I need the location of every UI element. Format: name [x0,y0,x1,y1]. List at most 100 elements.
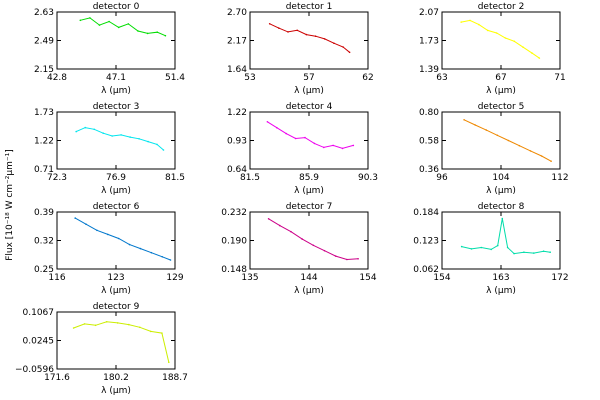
x-tick-label: 53 [244,73,255,83]
data-point [137,30,139,32]
data-point [138,138,140,140]
data-point [127,23,130,25]
data-point [98,24,101,26]
data-point [480,246,483,249]
data-point [342,46,344,48]
data-point [341,147,344,150]
x-axis-label: λ (μm) [294,286,324,296]
y-tick-label: 0.1067 [23,308,55,318]
plot-frame [56,211,176,270]
y-tick-label: 0.148 [221,265,247,275]
data-point [267,218,270,220]
x-tick-label: 135 [241,273,258,283]
data-point [290,230,292,233]
data-point [139,326,141,329]
y-tick-label: 0.39 [34,208,54,218]
detector-panel: detector 3 72.3 76.9 81.5 0.71 1.22 1.73 λ (μm) [34,102,185,196]
x-axis-label: λ (μm) [486,286,516,296]
x-tick-label: 81.5 [240,173,260,183]
y-tick-label: 0.32 [34,237,54,247]
x-tick-label: 112 [551,173,568,183]
x-tick-label: 171.6 [44,373,70,383]
plot-frame [56,311,176,370]
data-point [490,248,493,251]
data-point [129,136,131,138]
y-tick-label: 0.184 [413,208,439,218]
plot-frame [441,211,561,270]
data-point [504,37,507,39]
data-point [478,23,480,26]
data-point [507,139,510,142]
data-point [522,46,524,48]
x-tick-label: 123 [107,273,124,283]
data-point [513,40,516,43]
data-point [287,31,289,33]
data-point [323,38,326,40]
data-point [533,252,535,254]
y-tick-label: 2.15 [34,65,54,75]
x-axis-label: λ (μm) [101,186,131,196]
data-point [549,251,551,253]
data-point [79,19,82,22]
data-point [164,34,167,37]
series-line [268,218,359,261]
panel-title: detector 2 [478,2,525,12]
x-tick-label: 116 [48,273,65,283]
panel-title: detector 7 [286,202,333,212]
data-point [75,130,77,133]
data-point [150,330,152,333]
y-tick-label: 1.64 [227,65,247,75]
data-point [285,132,288,135]
plot-frame [441,111,561,170]
data-point [460,21,463,23]
x-tick-label: 188.7 [162,373,188,383]
data-point [83,323,86,325]
plot-frame [56,111,176,170]
y-tick-label: 1.39 [419,65,439,75]
y-tick-label: 0.062 [413,265,439,275]
detector-panel: detector 7 135 144 154 0.148 0.190 0.232 λ (μm) [221,202,377,296]
x-axis-label: λ (μm) [486,186,516,196]
x-tick-label: 144 [300,273,317,283]
series-line [80,17,166,37]
data-point [463,119,465,121]
series-line [267,121,354,149]
y-tick-label: 0.58 [419,137,439,147]
data-point [108,20,110,23]
y-tick-label: 0.71 [34,165,54,175]
y-tick-label: 2.70 [227,8,247,18]
x-axis-label: λ (μm) [101,86,131,96]
detector-panel: detector 4 81.5 85.9 90.3 0.64 0.93 1.22 λ (μm) [227,102,378,196]
data-point [150,251,153,254]
y-axis-label-container: Flux [10⁻¹⁸ W cm⁻²μm⁻¹] [5,149,15,261]
data-point [323,146,325,149]
data-point [74,217,76,219]
data-point [85,223,87,225]
x-tick-label: 104 [492,173,509,183]
data-point [529,150,532,152]
data-point [116,322,119,324]
data-point [139,247,142,250]
data-point [346,258,348,261]
series-line [463,119,552,162]
y-tick-label: 1.73 [34,108,54,118]
data-point [506,246,509,249]
y-tick-label: 1.22 [34,137,54,147]
detector-panel: detector 8 154 163 172 0.062 0.123 0.184 λ (μm) [413,202,568,296]
data-point [352,144,355,147]
data-point [469,19,471,22]
series-line [73,321,170,363]
y-tick-label: 0.93 [227,137,247,147]
detector-panel: detector 0 42.8 47.1 51.4 2.15 2.49 2.63 λ (μm) [34,2,185,96]
data-point [161,332,163,334]
data-point [146,32,149,35]
data-point [304,136,306,139]
data-point [279,224,281,227]
series-line [461,218,551,255]
data-point [128,243,131,246]
detector-panel: detector 9 171.6 180.2 188.7 −0.0596 0.0245 0.… [15,302,188,396]
x-tick-label: 129 [166,273,183,283]
data-point [540,155,543,157]
data-point [117,26,120,29]
